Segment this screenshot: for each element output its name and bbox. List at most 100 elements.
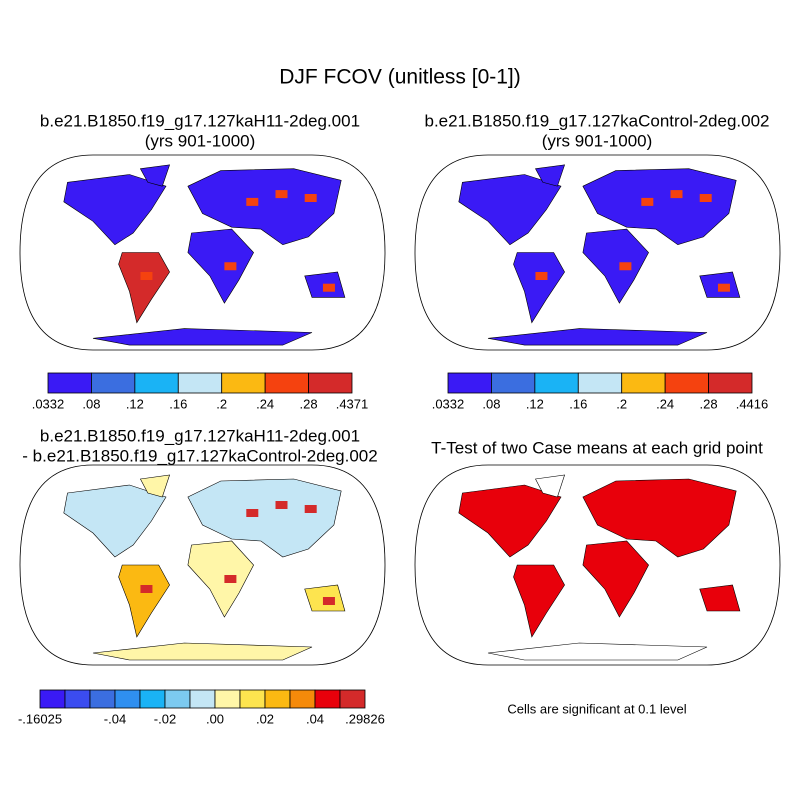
land: [92, 328, 313, 346]
colorbar-box: [577, 372, 623, 394]
panel: b.e21.B1850.f19_g17.127kaControl-2deg.00…: [414, 111, 781, 411]
panel: b.e21.B1850.f19_g17.127kaH11-2deg.001- b…: [18, 426, 386, 726]
colorbar-label: .0332: [32, 396, 65, 411]
map-cell: [140, 272, 153, 280]
panel-title: (yrs 901-1000): [145, 131, 256, 150]
colorbar-label: .02: [256, 711, 274, 726]
colorbar-label: .12: [526, 396, 544, 411]
land: [139, 164, 171, 187]
map-cell: [641, 197, 654, 206]
map-cell: [304, 194, 317, 202]
colorbar-box: [164, 689, 191, 709]
colorbar-label: .0332: [432, 396, 465, 411]
panel-title: b.e21.B1850.f19_g17.127kaControl-2deg.00…: [424, 111, 769, 130]
map-cell: [619, 262, 632, 271]
colorbar-box: [139, 689, 166, 709]
map-cell: [304, 505, 317, 513]
colorbar-box: [289, 689, 316, 709]
colorbar-label: .24: [256, 396, 274, 411]
colorbar-box: [177, 372, 223, 394]
land: [487, 328, 708, 346]
colorbar-label: .24: [656, 396, 674, 411]
panel-title: b.e21.B1850.f19_g17.127kaH11-2deg.001: [40, 426, 360, 445]
colorbar-box: [91, 372, 136, 394]
map-cell: [140, 585, 153, 593]
colorbar-box: [239, 689, 266, 709]
colorbar-label: .4416: [736, 396, 769, 411]
land: [535, 164, 566, 187]
map-cell: [224, 262, 237, 271]
land: [699, 584, 741, 612]
panel: T-Test of two Case means at each grid po…: [414, 438, 781, 716]
colorbar-box: [339, 689, 366, 709]
colorbar-box: [447, 372, 492, 394]
map-cell: [322, 597, 335, 605]
land: [487, 642, 708, 661]
land: [187, 540, 254, 618]
colorbar-label: .16: [569, 396, 587, 411]
colorbar-label: .4371: [336, 396, 369, 411]
land: [187, 228, 254, 304]
land: [582, 228, 649, 304]
panel-title: T-Test of two Case means at each grid po…: [431, 438, 763, 457]
colorbar-label: .2: [616, 396, 627, 411]
colorbar-box: [64, 689, 91, 709]
land: [582, 478, 737, 558]
land: [535, 474, 566, 498]
panel: b.e21.B1850.f19_g17.127kaH11-2deg.001(yr…: [19, 111, 386, 411]
colorbar-box: [189, 689, 216, 709]
figure-title: DJF FCOV (unitless [0-1]): [279, 66, 521, 89]
colorbar-box: [308, 372, 353, 394]
panel-note: Cells are significant at 0.1 level: [507, 701, 686, 716]
map-cell: [670, 190, 683, 199]
land: [513, 252, 565, 324]
colorbar-label: -.16025: [18, 711, 62, 726]
colorbar-box: [39, 689, 66, 709]
land: [118, 564, 170, 638]
colorbar-label: .04: [306, 711, 324, 726]
colorbar-label: .08: [82, 396, 100, 411]
land: [63, 484, 167, 558]
colorbar-label: .29826: [345, 711, 385, 726]
colorbar-box: [214, 689, 241, 709]
map-cell: [717, 283, 730, 292]
land: [582, 540, 649, 618]
land: [582, 168, 737, 246]
colorbar-box: [491, 372, 536, 394]
land: [139, 474, 171, 498]
map-cell: [322, 283, 335, 292]
colorbar-box: [221, 372, 266, 394]
colorbar-label: .12: [126, 396, 144, 411]
land: [92, 642, 313, 661]
colorbar-box: [47, 372, 92, 394]
colorbar-label: .28: [700, 396, 718, 411]
colorbar-label: .16: [169, 396, 187, 411]
land: [63, 174, 167, 246]
colorbar-box: [114, 689, 141, 709]
colorbar-box: [621, 372, 666, 394]
colorbar-box: [89, 689, 116, 709]
colorbar-label: -.04: [104, 711, 126, 726]
land: [187, 168, 342, 246]
land: [513, 564, 565, 638]
land: [118, 252, 170, 324]
map-cell: [224, 575, 237, 583]
colorbar-box: [264, 372, 309, 394]
colorbar-box: [264, 689, 291, 709]
land: [458, 174, 562, 246]
map-cell: [275, 501, 288, 509]
land: [187, 478, 342, 558]
map-cell: [699, 194, 712, 202]
panel-title: - b.e21.B1850.f19_g17.127kaControl-2deg.…: [22, 446, 377, 465]
colorbar-box: [708, 372, 753, 394]
colorbar-box: [134, 372, 179, 394]
land: [458, 484, 562, 558]
colorbar-label: -.02: [154, 711, 176, 726]
panel-title: (yrs 901-1000): [542, 131, 653, 150]
map-cell: [246, 509, 259, 517]
map-cell: [535, 272, 548, 280]
colorbar-label: .28: [300, 396, 318, 411]
colorbar-box: [534, 372, 579, 394]
colorbar-label: .08: [482, 396, 500, 411]
